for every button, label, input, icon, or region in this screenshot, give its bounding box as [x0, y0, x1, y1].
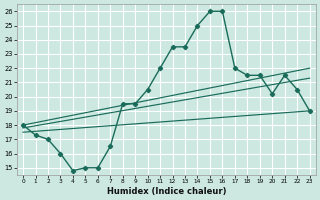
- X-axis label: Humidex (Indice chaleur): Humidex (Indice chaleur): [107, 187, 226, 196]
